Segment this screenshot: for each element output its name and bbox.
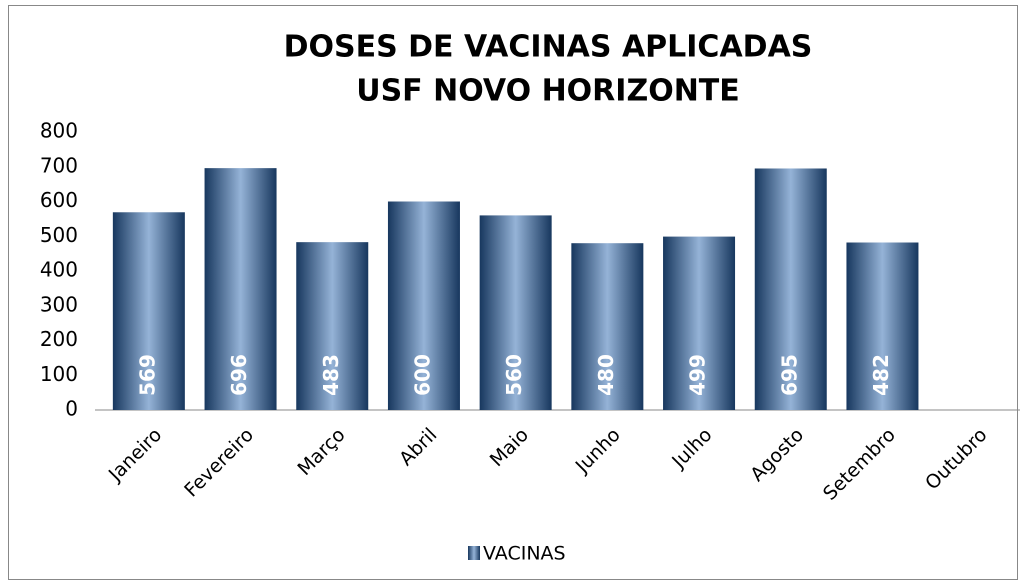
bar	[387, 201, 460, 410]
legend-swatch	[468, 546, 480, 560]
bar	[571, 243, 644, 410]
data-label: 600	[410, 354, 434, 396]
chart-subtitle: USF NOVO HORIZONTE	[356, 74, 740, 109]
bar	[663, 236, 736, 410]
data-label: 482	[869, 354, 893, 396]
bar	[112, 212, 185, 410]
bar	[204, 168, 277, 410]
data-label: 569	[135, 354, 159, 396]
data-label: 560	[502, 354, 526, 396]
y-tick-label: 0	[65, 397, 78, 421]
data-label: 483	[319, 354, 343, 396]
data-label: 695	[777, 354, 801, 396]
bar	[479, 215, 552, 410]
y-tick-label: 700	[40, 153, 78, 177]
y-tick-label: 400	[40, 258, 78, 282]
chart-title: DOSES DE VACINAS APLICADAS	[284, 30, 813, 65]
y-tick-label: 100	[40, 362, 78, 386]
data-label: 499	[686, 354, 710, 396]
y-tick-label: 500	[40, 223, 78, 247]
data-label: 696	[227, 354, 251, 396]
y-tick-label: 200	[40, 327, 78, 351]
bar	[754, 168, 827, 410]
data-label: 480	[594, 354, 618, 396]
bar	[296, 242, 369, 410]
y-tick-label: 300	[40, 292, 78, 316]
bar	[846, 242, 919, 410]
y-tick-label: 600	[40, 188, 78, 212]
y-tick-label: 800	[40, 119, 78, 143]
legend-label: VACINAS	[483, 543, 566, 565]
